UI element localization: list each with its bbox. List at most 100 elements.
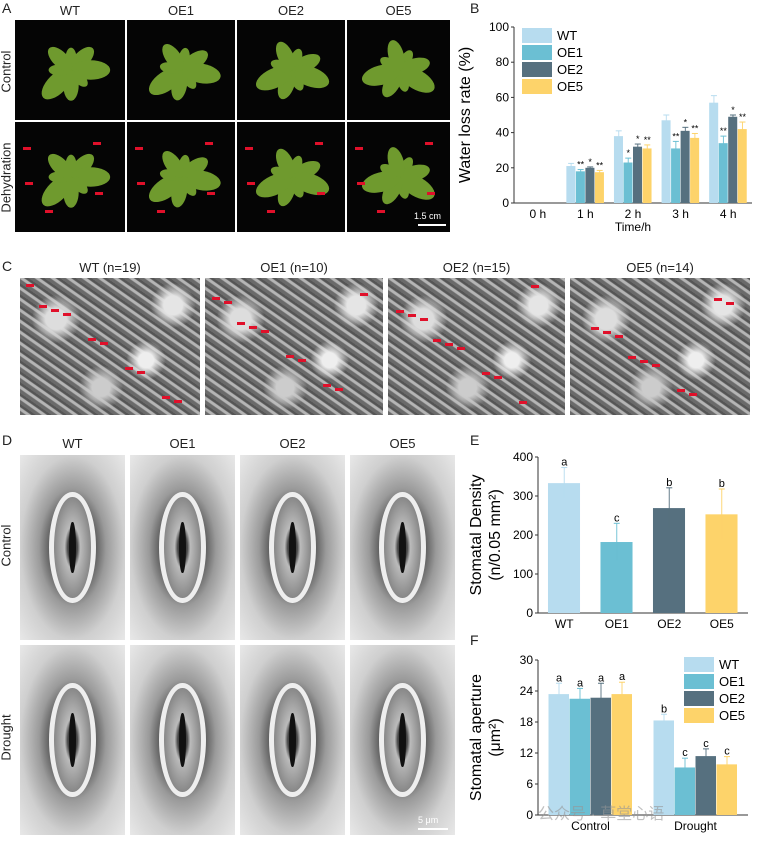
y-tick-label: 0 [526, 606, 533, 620]
arrow-marker [519, 401, 527, 404]
arrow-marker [174, 400, 182, 403]
column-title: OE5 [385, 3, 412, 18]
chart-E: 0 100 200 300 400 WT a OE1 c OE2 b OE5 b Stomatal Den… [468, 450, 748, 631]
stomata-image [350, 645, 455, 835]
column-title: OE1 [167, 3, 194, 18]
significance-label: b [666, 477, 672, 489]
significance-label: a [619, 671, 626, 683]
bar [661, 120, 671, 203]
stomata-image [130, 645, 235, 835]
y-tick-label: 30 [520, 653, 534, 667]
sem-title: WT (n=19) [79, 260, 141, 275]
arrow-marker [603, 331, 611, 334]
significance-label: * [636, 134, 640, 144]
plant-photo [347, 122, 450, 232]
arrow-marker [427, 192, 435, 195]
y-tick-label: 18 [520, 715, 534, 729]
significance-label: c [682, 747, 688, 759]
plant-photo [237, 20, 345, 120]
bar [709, 102, 719, 203]
bar [569, 698, 590, 815]
arrow-marker [137, 371, 145, 374]
arrow-marker [433, 339, 441, 342]
significance-label: a [556, 672, 563, 684]
significance-label: ** [720, 126, 728, 136]
stomatal-pore [399, 713, 406, 767]
arrow-marker [377, 210, 385, 213]
legend-label: OE2 [719, 691, 745, 706]
scale-label: 1.5 cm [414, 211, 442, 221]
bar [716, 764, 737, 815]
sem-image [570, 278, 750, 415]
arrow-marker [317, 192, 325, 195]
arrow-marker [261, 330, 269, 333]
arrow-marker [93, 142, 101, 145]
legend-swatch [522, 45, 552, 60]
sem-title: OE2 (n=15) [442, 260, 511, 275]
stomata-image [130, 455, 235, 640]
panel-e-label: E [470, 432, 480, 448]
significance-label: ** [577, 160, 585, 170]
x-tick-label: OE1 [605, 617, 629, 631]
legend-label: OE2 [557, 62, 583, 77]
arrow-marker [23, 147, 31, 150]
arrow-marker [25, 182, 33, 185]
arrow-marker [88, 338, 96, 341]
stomatal-pore [289, 713, 296, 767]
legend-swatch [522, 79, 552, 94]
panel-d-label: D [2, 432, 13, 448]
legend-label: WT [557, 28, 577, 43]
significance-label: * [588, 157, 592, 167]
significance-label: ** [644, 135, 652, 145]
bar [737, 129, 747, 203]
significance-label: ** [672, 131, 680, 141]
arrow-marker [591, 327, 599, 330]
arrow-marker [335, 388, 343, 391]
panel-f-label: F [470, 632, 479, 648]
significance-label: ** [596, 160, 604, 170]
bar [590, 697, 611, 815]
arrow-marker [357, 182, 365, 185]
column-title: OE5 [389, 436, 416, 451]
chart-F: 0 6 12 18 24 30 Control a a a a Drought b c c c Stomatal… [468, 653, 748, 833]
y-tick-label: 12 [520, 746, 534, 760]
y-axis-label: Stomatal Density [468, 475, 485, 596]
bar [566, 166, 576, 203]
y-tick-label: 20 [496, 161, 510, 175]
arrow-marker [247, 182, 255, 185]
arrow-marker [298, 359, 306, 362]
y-tick-label: 200 [513, 528, 533, 542]
arrow-marker [286, 355, 294, 358]
arrow-marker [615, 335, 623, 338]
arrow-marker [420, 318, 428, 321]
arrow-marker [125, 367, 133, 370]
arrow-marker [207, 192, 215, 195]
arrow-marker [457, 347, 465, 350]
y-tick-label: 40 [496, 126, 510, 140]
arrow-marker [652, 364, 660, 367]
arrow-marker [224, 301, 232, 304]
arrow-marker [315, 142, 323, 145]
significance-label: b [661, 703, 667, 715]
stomatal-pore [289, 521, 296, 574]
bar [671, 148, 681, 203]
stomatal-pore [69, 713, 76, 767]
guard-cells [269, 683, 316, 797]
significance-label: * [731, 105, 735, 115]
arrow-marker [137, 182, 145, 185]
bar [613, 136, 623, 203]
legend-swatch [522, 28, 552, 43]
arrow-marker [267, 210, 275, 213]
arrow-marker [396, 310, 404, 313]
arrow-marker [726, 302, 734, 305]
stomata-image [20, 455, 125, 640]
y-tick-label: 6 [526, 777, 533, 791]
arrow-marker [445, 343, 453, 346]
bar [653, 720, 674, 815]
plant-photo [15, 122, 125, 232]
x-tick-label: 3 h [672, 207, 689, 221]
bar [548, 694, 569, 815]
significance-label: a [561, 457, 568, 469]
x-axis-label: Time/h [615, 220, 651, 234]
